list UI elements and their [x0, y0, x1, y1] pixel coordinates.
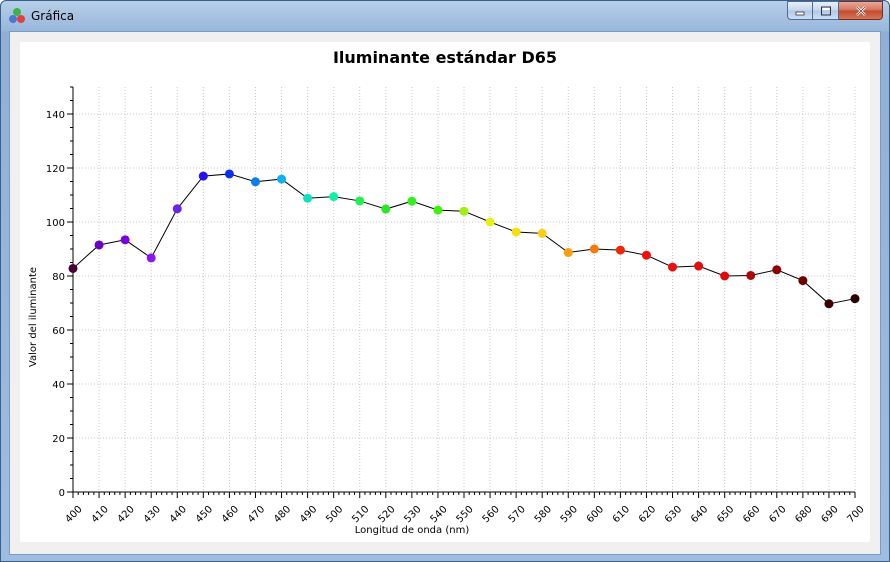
- y-tick-label: 100: [46, 218, 65, 229]
- x-tick-label: 690: [819, 504, 840, 525]
- x-tick-label: 680: [793, 504, 814, 525]
- x-tick-label: 620: [637, 504, 658, 525]
- app-icon: [9, 8, 25, 24]
- data-point: [824, 299, 834, 309]
- x-tick-label: 570: [507, 504, 528, 525]
- data-point: [355, 196, 365, 206]
- data-point: [329, 192, 339, 202]
- close-button[interactable]: [839, 1, 883, 20]
- data-point: [198, 171, 208, 181]
- data-point: [459, 206, 469, 216]
- x-tick-label: 600: [585, 504, 606, 525]
- x-tick-label: 530: [402, 504, 423, 525]
- x-tick-label: 540: [428, 504, 449, 525]
- x-axis-label: Longitud de onda (nm): [355, 525, 470, 536]
- chart: Iluminante estándar D65 0 20 40 60 80 100 120 1…: [28, 48, 867, 536]
- data-point: [563, 248, 573, 258]
- minimize-button[interactable]: [787, 1, 813, 20]
- x-tick-label: 590: [559, 504, 580, 525]
- chart-panel: Iluminante estándar D65 0 20 40 60 80 100 120 1…: [20, 42, 870, 542]
- y-tick-label: 0: [59, 488, 65, 499]
- data-point: [511, 227, 521, 237]
- window-title: Gráfica: [31, 9, 75, 23]
- x-tick-label: 480: [272, 504, 293, 525]
- data-point: [407, 196, 417, 206]
- data-point: [224, 169, 234, 179]
- y-tick-label: 80: [52, 272, 65, 283]
- data-point: [589, 244, 599, 254]
- x-tick-label: 410: [90, 504, 111, 525]
- data-point: [120, 235, 130, 245]
- series-d65: [68, 169, 860, 309]
- maximize-icon: [820, 6, 831, 15]
- data-point: [641, 250, 651, 260]
- series-line: [72, 173, 856, 305]
- y-axis-label: Valor del iluminante: [28, 267, 39, 367]
- data-point: [694, 261, 704, 271]
- x-tick-label: 490: [298, 504, 319, 525]
- data-point: [68, 263, 78, 273]
- data-point: [746, 270, 756, 280]
- y-tick-label: 40: [52, 380, 65, 391]
- data-point: [250, 177, 260, 187]
- data-point: [433, 205, 443, 215]
- y-tick-label: 20: [52, 434, 65, 445]
- x-tick-label: 660: [741, 504, 762, 525]
- data-point: [277, 174, 287, 184]
- x-tick-label: 700: [845, 504, 866, 525]
- x-tick-label: 500: [324, 504, 345, 525]
- y-tick-label: 60: [52, 326, 65, 337]
- x-tick-label: 650: [715, 504, 736, 525]
- chart-title: Iluminante estándar D65: [333, 48, 557, 67]
- y-tick-label: 140: [46, 110, 65, 121]
- grid: [73, 87, 856, 492]
- data-point: [850, 294, 860, 304]
- data-point: [94, 240, 104, 250]
- x-tick-label: 460: [220, 504, 241, 525]
- data-point: [381, 204, 391, 214]
- maximize-button[interactable]: [813, 1, 839, 20]
- x-tick-label: 560: [481, 504, 502, 525]
- y-tick-label: 120: [46, 164, 65, 175]
- x-tick-label: 450: [194, 504, 215, 525]
- data-point: [537, 228, 547, 238]
- x-tick-label: 520: [376, 504, 397, 525]
- close-icon: [855, 5, 866, 16]
- x-tick-label: 470: [246, 504, 267, 525]
- x-tick-label: 510: [350, 504, 371, 525]
- data-point: [615, 245, 625, 255]
- x-tick-label: 630: [663, 504, 684, 525]
- x-tick-label: 440: [168, 504, 189, 525]
- x-tick-label: 400: [63, 504, 84, 525]
- data-point: [172, 204, 182, 214]
- data-point: [485, 217, 495, 227]
- data-point: [303, 193, 313, 203]
- minimize-icon: [795, 11, 805, 15]
- x-tick-label: 550: [454, 504, 475, 525]
- data-point: [146, 253, 156, 263]
- data-point: [798, 276, 808, 286]
- x-tick-label: 430: [142, 504, 163, 525]
- data-point: [668, 262, 678, 272]
- x-tick-label: 580: [533, 504, 554, 525]
- data-point: [772, 265, 782, 275]
- x-tick-label: 670: [767, 504, 788, 525]
- x-tick-label: 640: [689, 504, 710, 525]
- title-bar[interactable]: Gráfica: [1, 1, 889, 31]
- x-tick-label: 610: [611, 504, 632, 525]
- x-tick-label: 420: [116, 504, 137, 525]
- data-point: [720, 271, 730, 281]
